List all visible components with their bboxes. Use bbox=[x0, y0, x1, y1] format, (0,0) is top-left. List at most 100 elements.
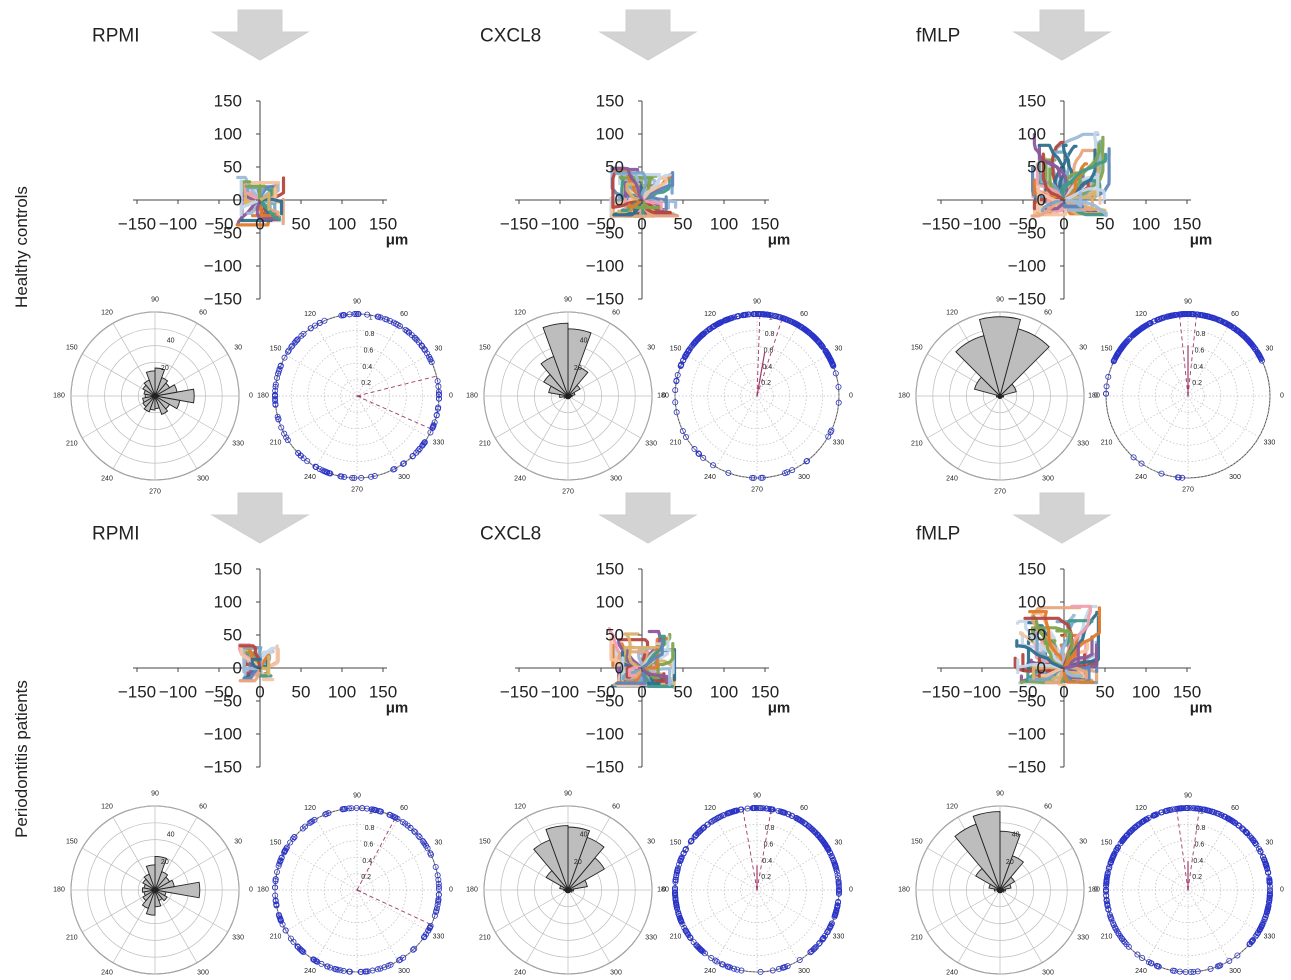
radial-tick-label: 0.8 bbox=[365, 331, 375, 338]
radial-tick-label: 20 bbox=[161, 859, 169, 866]
angle-tick-label: 60 bbox=[400, 805, 408, 812]
y-tick-label: 150 bbox=[596, 92, 624, 111]
x-tick-label: 50 bbox=[674, 683, 693, 702]
angle-tick-label: 300 bbox=[1229, 968, 1241, 975]
radial-tick-label: 0.6 bbox=[1195, 841, 1205, 848]
angle-tick-label: 0 bbox=[449, 393, 453, 400]
angle-tick-label: 210 bbox=[911, 441, 923, 448]
angle-tick-label: 300 bbox=[197, 970, 209, 977]
panel-title: fMLP bbox=[916, 26, 960, 47]
angle-tick-label: 90 bbox=[1184, 793, 1192, 800]
angle-tick-label: 330 bbox=[1264, 440, 1276, 447]
angle-tick-label: 150 bbox=[670, 346, 682, 353]
polar-spoke bbox=[1188, 396, 1229, 467]
polar-spoke bbox=[686, 849, 757, 890]
trajectory-plot-1: −150 −100 −50 0 50 100 150150100500−50−100−150… bbox=[500, 92, 790, 309]
angle-tick-label: 90 bbox=[996, 297, 1004, 304]
confidence-line bbox=[1177, 809, 1188, 890]
angle-tick-label: 90 bbox=[353, 793, 361, 800]
polar-spoke bbox=[568, 396, 610, 469]
x-axis-label: μm bbox=[768, 232, 791, 249]
angle-tick-label: 180 bbox=[466, 887, 478, 894]
angle-tick-label: 330 bbox=[232, 441, 244, 448]
angle-tick-label: 60 bbox=[612, 803, 620, 810]
x-tick-label: −100 bbox=[541, 683, 579, 702]
angle-tick-label: 210 bbox=[66, 441, 78, 448]
polar-spoke bbox=[1188, 396, 1259, 437]
y-tick-label: 150 bbox=[1018, 560, 1046, 579]
x-axis-label: μm bbox=[1190, 232, 1213, 249]
angle-tick-label: 240 bbox=[304, 968, 316, 975]
mean-vector bbox=[357, 396, 361, 397]
angle-tick-label: 210 bbox=[911, 935, 923, 942]
trajectory-plot-2: −150 −100 −50 0 50 100 150150100500−50−100−150… bbox=[922, 92, 1212, 309]
y-tick-label: 100 bbox=[214, 125, 242, 144]
angle-tick-label: 120 bbox=[1135, 805, 1147, 812]
angle-tick-label: 240 bbox=[101, 970, 113, 977]
angle-tick-label: 300 bbox=[798, 968, 810, 975]
angle-tick-label: 210 bbox=[670, 440, 682, 447]
down-arrow-5 bbox=[1014, 493, 1110, 543]
polar-spoke bbox=[357, 396, 398, 467]
angle-tick-label: 150 bbox=[911, 839, 923, 846]
angle-tick-label: 240 bbox=[946, 476, 958, 483]
radial-tick-label: 0.8 bbox=[765, 825, 775, 832]
polar-spoke bbox=[1188, 890, 1259, 931]
angle-tick-label: 180 bbox=[53, 887, 65, 894]
angle-tick-label: 270 bbox=[1182, 487, 1194, 494]
polar-spoke bbox=[1000, 396, 1042, 469]
x-axis-label: μm bbox=[386, 232, 409, 249]
y-tick-label: −150 bbox=[586, 290, 624, 309]
x-tick-label: −150 bbox=[922, 215, 960, 234]
y-tick-label: −100 bbox=[1008, 725, 1046, 744]
radial-tick-label: 0.4 bbox=[762, 858, 772, 865]
y-tick-label: 100 bbox=[214, 593, 242, 612]
angle-tick-label: 150 bbox=[66, 839, 78, 846]
x-tick-label: 0 bbox=[1059, 215, 1068, 234]
angle-tick-label: 240 bbox=[946, 970, 958, 977]
radial-tick-label: 20 bbox=[574, 859, 582, 866]
y-tick-label: 0 bbox=[615, 191, 624, 210]
polar-spoke bbox=[286, 890, 357, 931]
angle-tick-label: 330 bbox=[433, 440, 445, 447]
y-tick-label: −50 bbox=[1017, 224, 1046, 243]
rose-histogram-11: 03060901201501802102402703003302040 bbox=[898, 791, 1098, 980]
angle-tick-label: 240 bbox=[514, 970, 526, 977]
polar-spoke bbox=[1188, 849, 1259, 890]
angle-tick-label: 240 bbox=[704, 968, 716, 975]
y-tick-label: −150 bbox=[586, 758, 624, 777]
angle-tick-label: 0 bbox=[249, 887, 253, 894]
y-tick-label: 50 bbox=[1027, 626, 1046, 645]
angle-tick-label: 150 bbox=[66, 345, 78, 352]
angle-tick-label: 300 bbox=[798, 474, 810, 481]
angle-tick-label: 60 bbox=[1231, 805, 1239, 812]
angle-tick-label: 120 bbox=[101, 803, 113, 810]
angle-tick-label: 90 bbox=[996, 791, 1004, 798]
angle-tick-label: 90 bbox=[151, 297, 159, 304]
angle-tick-label: 150 bbox=[479, 839, 491, 846]
angle-tick-label: 240 bbox=[1135, 968, 1147, 975]
angle-tick-label: 120 bbox=[946, 803, 958, 810]
x-tick-label: −100 bbox=[159, 683, 197, 702]
angle-tick-label: 210 bbox=[670, 934, 682, 941]
polar-spoke bbox=[927, 890, 1000, 932]
angle-tick-label: 330 bbox=[1264, 934, 1276, 941]
angle-tick-label: 30 bbox=[1266, 346, 1274, 353]
y-tick-label: 150 bbox=[214, 92, 242, 111]
angle-tick-label: 90 bbox=[151, 791, 159, 798]
x-tick-label: 0 bbox=[255, 683, 264, 702]
radial-tick-label: 40 bbox=[580, 338, 588, 345]
angle-tick-label: 180 bbox=[53, 393, 65, 400]
angle-tick-label: 150 bbox=[479, 345, 491, 352]
y-tick-label: 0 bbox=[1037, 191, 1046, 210]
radial-tick-label: 0.4 bbox=[362, 364, 372, 371]
polar-spoke bbox=[1117, 396, 1188, 437]
down-arrow-icon bbox=[212, 10, 308, 60]
angle-tick-label: 180 bbox=[1088, 887, 1100, 894]
angle-tick-label: 120 bbox=[304, 805, 316, 812]
down-arrow-icon bbox=[600, 493, 696, 543]
x-tick-label: 50 bbox=[292, 683, 311, 702]
polar-spoke bbox=[1147, 396, 1188, 467]
angle-tick-label: 150 bbox=[670, 840, 682, 847]
angle-tick-label: 90 bbox=[564, 297, 572, 304]
